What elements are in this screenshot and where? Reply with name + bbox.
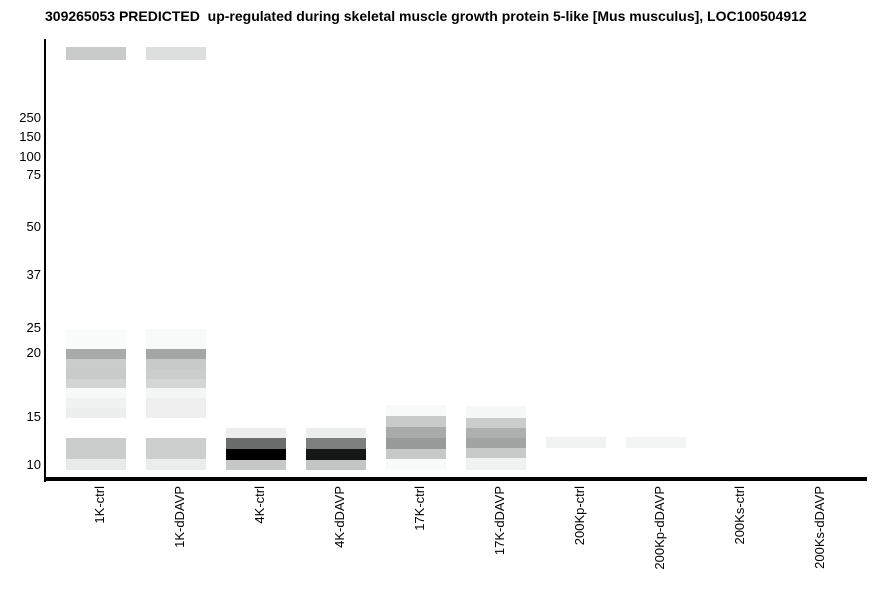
- x-axis-lane-label: 4K-dDAVP: [332, 486, 347, 548]
- y-axis-tick-label: 10: [26, 457, 41, 472]
- gel-band: [66, 398, 126, 408]
- gel-band: [66, 408, 126, 418]
- gel-band: [146, 369, 206, 379]
- gel-band: [66, 459, 126, 470]
- gel-band: [626, 437, 686, 448]
- gel-band: [466, 406, 526, 418]
- y-axis-tick-label: 15: [26, 409, 41, 424]
- gel-band: [306, 449, 366, 460]
- gel-band: [386, 416, 446, 427]
- y-axis-tick-label: 25: [26, 320, 41, 335]
- gel-band: [66, 379, 126, 388]
- gel-band: [386, 459, 446, 470]
- y-axis-tick-label: 37: [26, 267, 41, 282]
- chart-title: 309265053 PREDICTED up-regulated during …: [45, 8, 807, 24]
- x-axis-lane-label: 17K-ctrl: [412, 486, 427, 531]
- gel-band: [66, 369, 126, 379]
- gel-band: [146, 329, 206, 349]
- gel-band: [146, 438, 206, 459]
- y-axis-tick-label: 50: [26, 219, 41, 234]
- gel-band: [146, 349, 206, 359]
- gel-band: [66, 47, 126, 60]
- gel-band: [306, 438, 366, 449]
- x-axis-lane-label: 1K-ctrl: [92, 486, 107, 524]
- gel-band: [466, 438, 526, 448]
- y-axis-tick-label: 150: [19, 129, 41, 144]
- gel-band: [146, 359, 206, 369]
- gel-band: [146, 398, 206, 418]
- gel-band: [66, 388, 126, 398]
- x-axis-lane-label: 200Ks-dDAVP: [812, 486, 827, 569]
- gel-band: [466, 428, 526, 438]
- gel-band: [66, 329, 126, 349]
- gel-band: [146, 388, 206, 398]
- x-axis-lane-label: 17K-dDAVP: [492, 486, 507, 556]
- gel-band: [306, 460, 366, 470]
- x-axis-lane-label: 4K-ctrl: [252, 486, 267, 524]
- y-axis-line: [44, 39, 46, 482]
- gel-band: [66, 349, 126, 359]
- x-axis-line: [44, 477, 867, 481]
- gel-band: [386, 449, 446, 459]
- x-axis-lane-label: 200Kp-ctrl: [572, 486, 587, 546]
- gel-band: [546, 437, 606, 448]
- gel-band: [146, 47, 206, 60]
- x-axis-lane-label: 200Kp-dDAVP: [652, 486, 667, 570]
- y-axis-tick-label: 100: [19, 149, 41, 164]
- gel-band: [306, 428, 366, 438]
- gel-band: [386, 438, 446, 449]
- y-axis-tick-label: 250: [19, 110, 41, 125]
- x-axis-lane-label: 1K-dDAVP: [172, 486, 187, 548]
- y-axis-tick-label: 20: [26, 345, 41, 360]
- gel-band: [466, 458, 526, 470]
- gel-band: [466, 418, 526, 428]
- gel-band: [226, 449, 286, 460]
- gel-band: [66, 359, 126, 369]
- gel-band: [466, 448, 526, 458]
- gel-band: [386, 427, 446, 438]
- gel-band: [66, 438, 126, 459]
- gel-band: [146, 459, 206, 470]
- y-axis-tick-label: 75: [26, 167, 41, 182]
- x-axis-lane-label: 200Ks-ctrl: [732, 486, 747, 545]
- gel-band: [226, 460, 286, 470]
- gel-band: [226, 428, 286, 438]
- gel-band: [146, 379, 206, 388]
- gel-band: [386, 405, 446, 416]
- gel-band: [226, 438, 286, 449]
